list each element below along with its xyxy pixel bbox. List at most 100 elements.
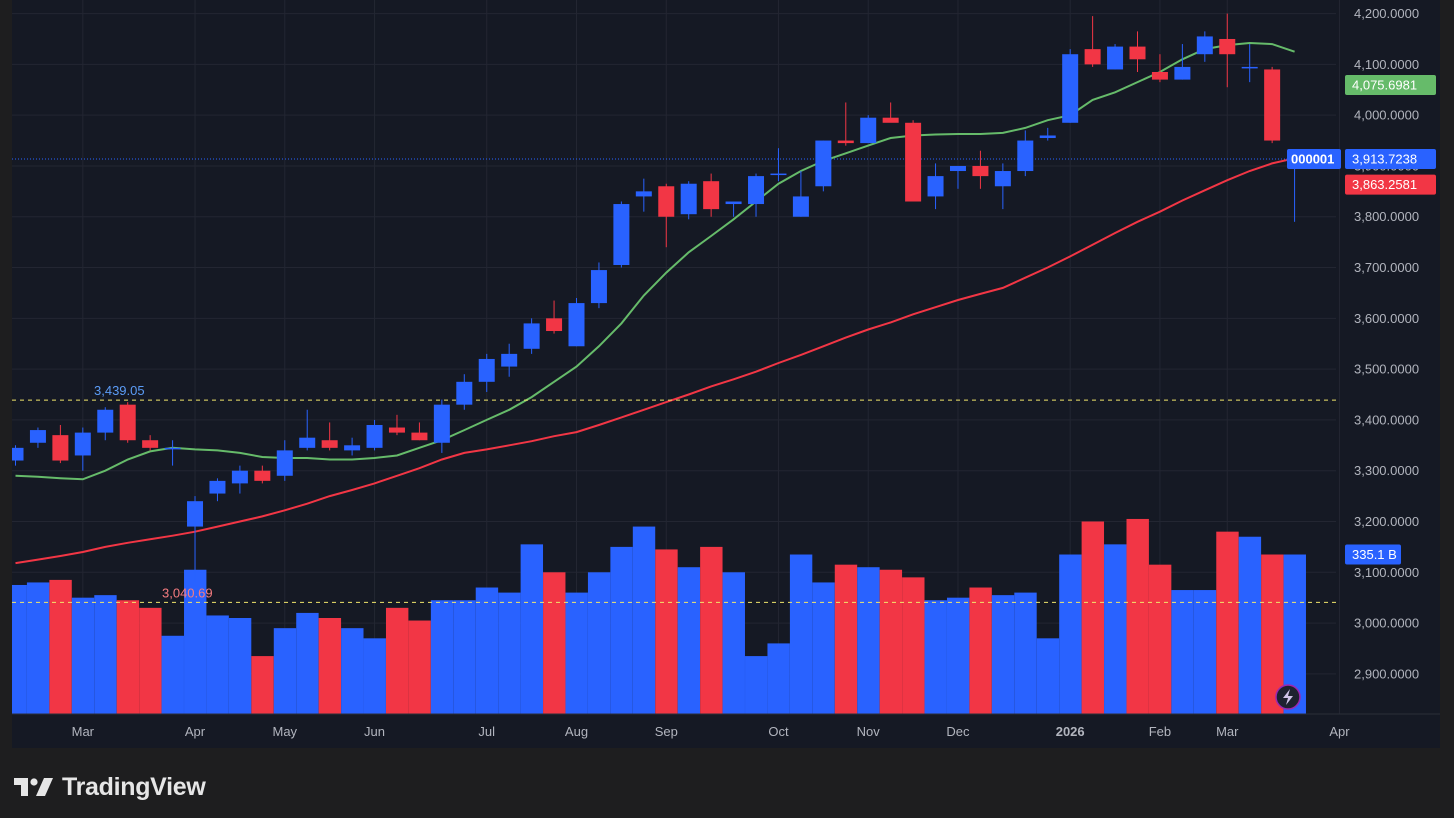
- volume-tag[interactable]: 335.1 B: [1345, 544, 1401, 565]
- volume-bar[interactable]: [318, 617, 342, 714]
- candle[interactable]: [187, 496, 204, 583]
- volume-bar[interactable]: [991, 595, 1015, 714]
- candle[interactable]: [231, 465, 248, 494]
- volume-bar[interactable]: [12, 584, 27, 714]
- candle[interactable]: [501, 343, 518, 377]
- volume-bar[interactable]: [610, 546, 633, 714]
- volume-bar[interactable]: [116, 600, 140, 714]
- volume-bar[interactable]: [655, 549, 678, 714]
- volume-bar[interactable]: [1036, 638, 1060, 714]
- candle[interactable]: [254, 465, 271, 484]
- candle[interactable]: [748, 173, 765, 217]
- candle[interactable]: [590, 262, 607, 309]
- volume-bar[interactable]: [1171, 590, 1194, 714]
- candle[interactable]: [792, 171, 809, 217]
- lightning-button[interactable]: [1275, 684, 1301, 710]
- candle[interactable]: [164, 440, 181, 466]
- volume-bar[interactable]: [722, 572, 745, 714]
- candle[interactable]: [1241, 44, 1258, 83]
- candle[interactable]: [1084, 16, 1101, 67]
- volume-bar[interactable]: [161, 635, 184, 714]
- volume-bar[interactable]: [677, 567, 701, 714]
- volume-bar[interactable]: [789, 554, 813, 714]
- candle[interactable]: [299, 409, 316, 451]
- candle[interactable]: [321, 422, 338, 451]
- candle[interactable]: [142, 435, 159, 451]
- volume-bar[interactable]: [812, 582, 835, 714]
- volume-bar[interactable]: [1104, 544, 1127, 714]
- last-price-tag[interactable]: 3,913.7238: [1345, 148, 1436, 169]
- candle[interactable]: [1129, 31, 1146, 72]
- candle[interactable]: [344, 437, 361, 456]
- volume-bar[interactable]: [520, 544, 544, 714]
- candle[interactable]: [635, 178, 652, 212]
- volume-bar[interactable]: [857, 567, 880, 714]
- candle[interactable]: [837, 102, 854, 146]
- volume-bar[interactable]: [228, 617, 252, 714]
- volume-bar[interactable]: [946, 597, 970, 714]
- candle[interactable]: [815, 140, 832, 192]
- chart-frame[interactable]: 3,439.05 3,040.69 Mar Apr May Jun Jul Aug Sep Oct…: [12, 0, 1440, 748]
- volume-bar[interactable]: [363, 638, 386, 714]
- candle[interactable]: [388, 414, 405, 436]
- volume-bar[interactable]: [475, 587, 499, 714]
- candle[interactable]: [52, 424, 69, 464]
- ma-slow-price-tag[interactable]: 3,863.2581: [1345, 174, 1436, 195]
- volume-bar[interactable]: [430, 600, 454, 714]
- candle[interactable]: [1219, 13, 1236, 88]
- candle[interactable]: [366, 419, 383, 451]
- candle[interactable]: [1264, 66, 1281, 144]
- volume-bar[interactable]: [1283, 554, 1306, 714]
- candle[interactable]: [1062, 49, 1079, 123]
- volume-bar[interactable]: [49, 579, 72, 714]
- volume-bar[interactable]: [1193, 590, 1217, 714]
- volume-bar[interactable]: [1238, 536, 1262, 714]
- candle[interactable]: [523, 318, 540, 354]
- volume-bar[interactable]: [1126, 518, 1149, 714]
- candle[interactable]: [1196, 31, 1213, 62]
- volume-bar[interactable]: [924, 600, 947, 714]
- volume-bar[interactable]: [834, 564, 858, 714]
- candle[interactable]: [1017, 130, 1034, 177]
- countdown-tag[interactable]: 000001: [1287, 148, 1341, 169]
- candle[interactable]: [1174, 44, 1191, 80]
- volume-bar[interactable]: [700, 546, 723, 714]
- volume-bar[interactable]: [879, 569, 903, 714]
- volume-bar[interactable]: [251, 656, 274, 714]
- volume-bar[interactable]: [1081, 521, 1105, 714]
- price-chart[interactable]: 3,439.05 3,040.69 Mar Apr May Jun Jul Aug Sep Oct…: [12, 0, 1440, 748]
- candle[interactable]: [927, 163, 944, 210]
- volume-bar[interactable]: [206, 615, 229, 714]
- candle[interactable]: [972, 150, 989, 189]
- ma-fast-price-tag[interactable]: 4,075.6981: [1345, 74, 1436, 95]
- candle[interactable]: [680, 181, 697, 220]
- volume-bar[interactable]: [587, 572, 611, 714]
- candle[interactable]: [119, 402, 136, 443]
- candle[interactable]: [949, 165, 966, 189]
- candle[interactable]: [546, 300, 563, 334]
- candle[interactable]: [568, 298, 585, 347]
- candle[interactable]: [456, 374, 473, 410]
- volume-bar[interactable]: [273, 628, 297, 714]
- candle[interactable]: [770, 148, 787, 182]
- volume-bar[interactable]: [139, 607, 162, 714]
- candle[interactable]: [658, 183, 675, 248]
- candle[interactable]: [97, 407, 114, 441]
- candle[interactable]: [74, 427, 91, 471]
- candle[interactable]: [613, 201, 630, 268]
- candle[interactable]: [860, 115, 877, 144]
- candle[interactable]: [994, 163, 1011, 210]
- candle[interactable]: [905, 120, 922, 202]
- volume-bar[interactable]: [408, 620, 431, 714]
- candle[interactable]: [411, 422, 428, 441]
- candle[interactable]: [12, 445, 24, 466]
- candle[interactable]: [1107, 44, 1124, 70]
- volume-bar[interactable]: [453, 600, 476, 714]
- volume-bar[interactable]: [1014, 592, 1037, 714]
- candle[interactable]: [725, 201, 742, 217]
- volume-bar[interactable]: [498, 592, 521, 714]
- volume-bar[interactable]: [902, 577, 925, 714]
- candle[interactable]: [478, 353, 495, 392]
- volume-bar[interactable]: [94, 595, 117, 714]
- volume-bar[interactable]: [745, 656, 768, 714]
